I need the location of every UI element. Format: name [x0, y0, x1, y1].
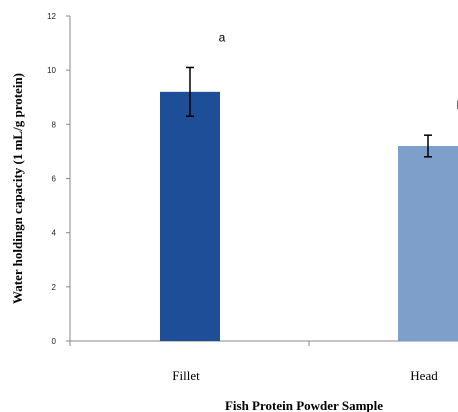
y-tick-label: 2: [52, 283, 57, 292]
y-tick-label: 4: [52, 229, 57, 238]
bar-head: [398, 146, 458, 341]
y-axis-title: Water holdingn capacity (1 mL/g protein): [10, 73, 25, 304]
significance-labels: ab: [219, 30, 458, 112]
significance-label: b: [457, 98, 458, 112]
error-bars: [186, 66, 432, 158]
y-tick-label: 12: [47, 12, 56, 21]
category-label: Head: [410, 368, 438, 383]
significance-label: a: [219, 30, 226, 44]
x-axis-title: Fish Protein Powder Sample: [225, 398, 383, 412]
bars: [160, 91, 458, 341]
y-tick-label: 10: [47, 66, 56, 75]
y-tick-label: 8: [52, 120, 57, 129]
x-axis-ticks: [69, 341, 310, 346]
error-bar-fillet: [186, 66, 194, 117]
y-tick-label: 0: [52, 337, 57, 346]
category-label: Fillet: [172, 368, 200, 383]
bar-fillet: [160, 91, 220, 341]
error-bar-head: [424, 134, 432, 158]
category-labels: Fillet Head: [172, 368, 438, 383]
y-axis-ticks: 0 2 4 6 8 10 12: [47, 12, 70, 346]
y-tick-label: 6: [52, 175, 57, 184]
